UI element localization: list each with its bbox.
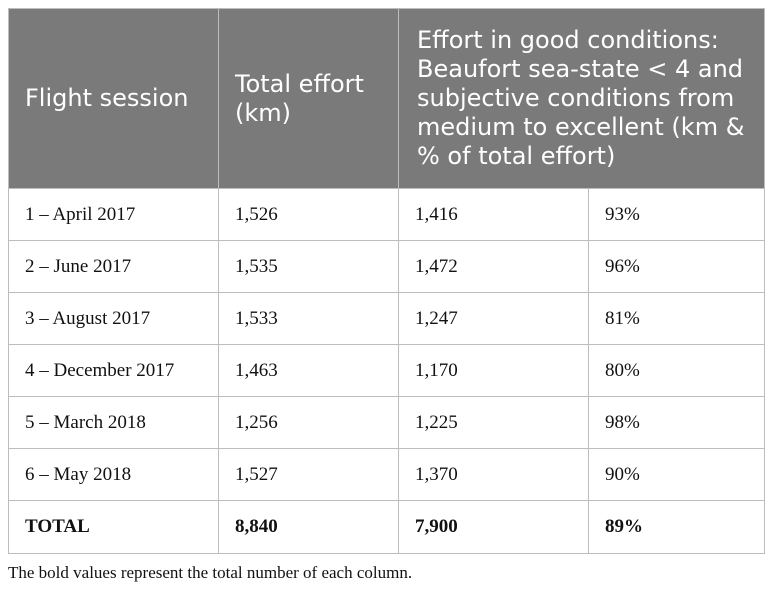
cell-good-percent: 90% xyxy=(588,448,765,501)
cell-session: 6 – May 2018 xyxy=(8,448,219,501)
cell-good-km: 1,370 xyxy=(398,448,589,501)
cell-total-effort: 1,533 xyxy=(218,292,399,345)
cell-session: 4 – December 2017 xyxy=(8,344,219,397)
header-effort-good-conditions: Effort in good conditions: Beaufort sea-… xyxy=(398,8,765,189)
cell-total-effort: 1,535 xyxy=(218,240,399,293)
cell-total-label: TOTAL xyxy=(8,500,219,554)
cell-total-effort: 1,256 xyxy=(218,396,399,449)
table-row: 3 – August 2017 1,533 1,247 81% xyxy=(8,292,765,345)
cell-good-km-sum: 7,900 xyxy=(398,500,589,554)
cell-good-percent: 80% xyxy=(588,344,765,397)
cell-good-km: 1,247 xyxy=(398,292,589,345)
header-total-effort: Total effort (km) xyxy=(218,8,399,189)
cell-total-effort-sum: 8,840 xyxy=(218,500,399,554)
table-footnote: The bold values represent the total numb… xyxy=(8,563,413,582)
table-row: 2 – June 2017 1,535 1,472 96% xyxy=(8,240,765,293)
data-table: Flight session Total effort (km) Effort … xyxy=(8,8,765,554)
table-row: 5 – March 2018 1,256 1,225 98% xyxy=(8,396,765,449)
cell-session: 5 – March 2018 xyxy=(8,396,219,449)
header-row: Flight session Total effort (km) Effort … xyxy=(8,8,765,189)
cell-session: 2 – June 2017 xyxy=(8,240,219,293)
total-row: TOTAL 8,840 7,900 89% xyxy=(8,500,765,554)
cell-total-effort: 1,527 xyxy=(218,448,399,501)
cell-good-km: 1,225 xyxy=(398,396,589,449)
cell-session: 1 – April 2017 xyxy=(8,188,219,241)
cell-total-effort: 1,526 xyxy=(218,188,399,241)
table-row: 6 – May 2018 1,527 1,370 90% xyxy=(8,448,765,501)
cell-good-percent: 96% xyxy=(588,240,765,293)
table-row: 4 – December 2017 1,463 1,170 80% xyxy=(8,344,765,397)
header-flight-session: Flight session xyxy=(8,8,219,189)
table-row: 1 – April 2017 1,526 1,416 93% xyxy=(8,188,765,241)
cell-total-effort: 1,463 xyxy=(218,344,399,397)
cell-good-percent: 81% xyxy=(588,292,765,345)
cell-good-percent: 98% xyxy=(588,396,765,449)
cell-good-km: 1,416 xyxy=(398,188,589,241)
cell-session: 3 – August 2017 xyxy=(8,292,219,345)
cell-good-km: 1,170 xyxy=(398,344,589,397)
cell-good-percent: 93% xyxy=(588,188,765,241)
cell-good-percent-total: 89% xyxy=(588,500,765,554)
cell-good-km: 1,472 xyxy=(398,240,589,293)
